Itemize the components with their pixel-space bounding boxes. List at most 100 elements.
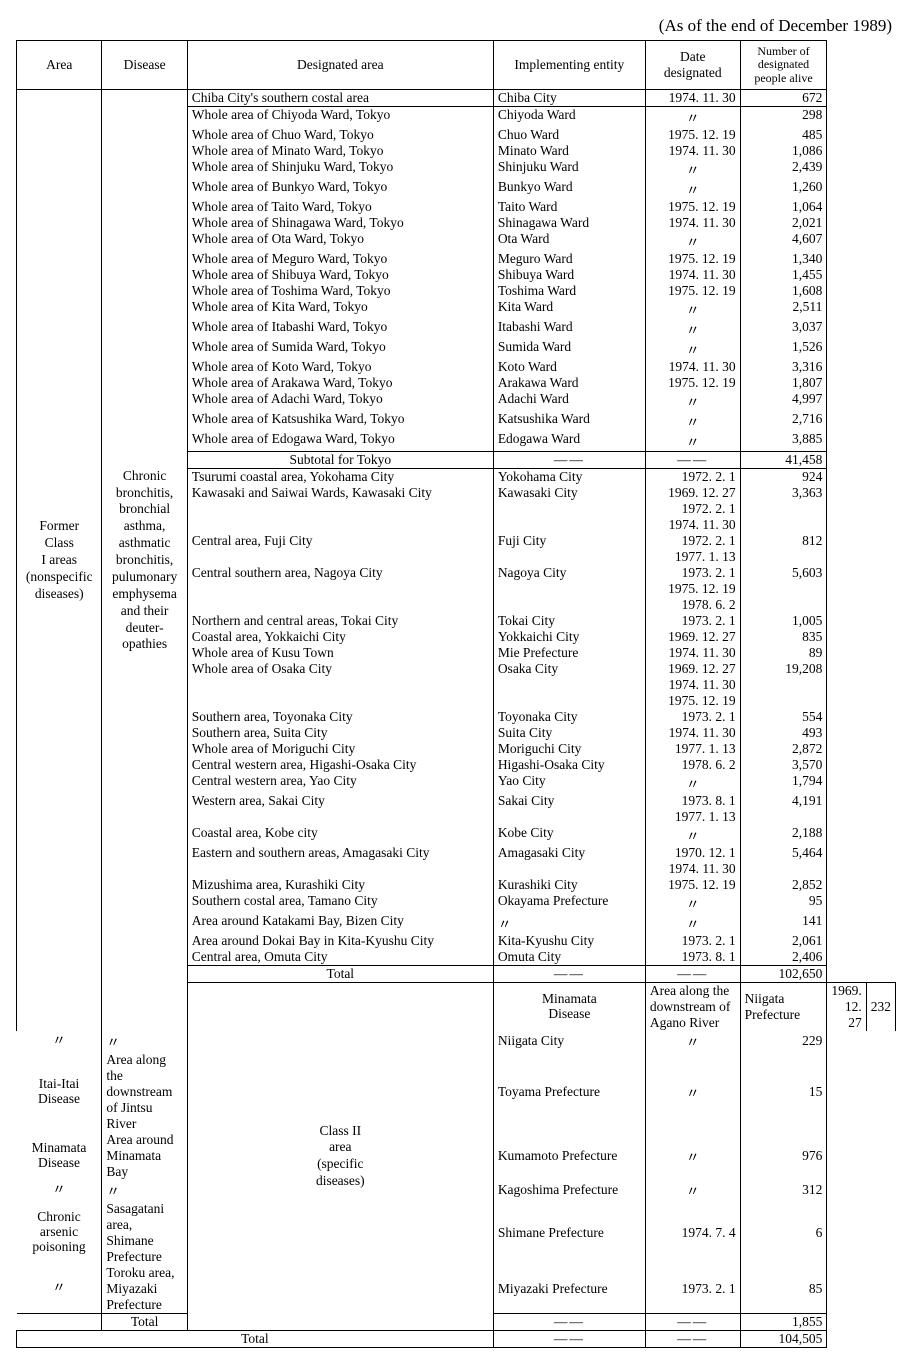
cell-date: 〃 bbox=[645, 319, 740, 339]
grand-total-label: Total bbox=[17, 1330, 494, 1347]
class1-total-count: 102,650 bbox=[740, 966, 827, 983]
cell-entity: Nagoya City bbox=[493, 565, 645, 581]
cell-date: 1974. 11. 30 bbox=[645, 725, 740, 741]
cell-date: 1978. 6. 2 bbox=[645, 757, 740, 773]
cell-date: 1974. 11. 30 bbox=[645, 143, 740, 159]
dash: —— bbox=[493, 1330, 645, 1347]
cell-date: 1974. 11. 30 bbox=[645, 645, 740, 661]
cell-date: 1975. 12. 19 bbox=[645, 251, 740, 267]
asof-caption: (As of the end of December 1989) bbox=[16, 16, 892, 36]
cell-count: 141 bbox=[740, 913, 827, 933]
cell-count: 1,064 bbox=[740, 199, 827, 215]
cell-date: 1969. 12. 27 bbox=[645, 661, 740, 677]
subtotal-label: Subtotal for Tokyo bbox=[187, 452, 493, 469]
cell-entity: Kagoshima Prefecture bbox=[493, 1180, 645, 1201]
cell-area: Eastern and southern areas, Amagasaki Ci… bbox=[187, 845, 493, 861]
cell-date: 〃 bbox=[645, 339, 740, 359]
cell-date: 1969. 12. 27 bbox=[827, 983, 866, 1032]
cell-entity: Shinagawa Ward bbox=[493, 215, 645, 231]
cell-count: 1,260 bbox=[740, 179, 827, 199]
cell-entity: Yao City bbox=[493, 773, 645, 793]
cell-date: 1974. 11. 30 bbox=[645, 517, 740, 533]
cell-entity: Higashi-Osaka City bbox=[493, 757, 645, 773]
cell-entity: Omuta City bbox=[493, 949, 645, 966]
cell-entity: Tokai City bbox=[493, 613, 645, 629]
cell-area: 〃 bbox=[102, 1031, 187, 1052]
cell-date: 1975. 12. 19 bbox=[645, 877, 740, 893]
cell-date: 〃 bbox=[645, 391, 740, 411]
cell-disease: 〃 bbox=[17, 1031, 102, 1052]
cell-count: 4,607 bbox=[740, 231, 827, 251]
cell-date: 1974. 11. 30 bbox=[645, 861, 740, 877]
subtotal-count: 41,458 bbox=[740, 452, 827, 469]
class2-total-count: 1,855 bbox=[740, 1313, 827, 1330]
cell-date: 1973. 2. 1 bbox=[645, 933, 740, 949]
cell-count: 1,005 bbox=[740, 613, 827, 629]
cell-count: 15 bbox=[740, 1052, 827, 1132]
cell-date: 1972. 2. 1 bbox=[645, 501, 740, 517]
cell-entity: Okayama Prefecture bbox=[493, 893, 645, 913]
cell-count: 554 bbox=[740, 709, 827, 725]
cell-area: Central southern area, Nagoya City bbox=[187, 565, 493, 581]
cell-date: 〃 bbox=[645, 299, 740, 319]
cell-count: 1,794 bbox=[740, 773, 827, 793]
cell-disease: MinamataDisease bbox=[493, 983, 645, 1032]
cell-area: Whole area of Shinagawa Ward, Tokyo bbox=[187, 215, 493, 231]
cell-area: Whole area of Shinjuku Ward, Tokyo bbox=[187, 159, 493, 179]
cell-area: Whole area of Adachi Ward, Tokyo bbox=[187, 391, 493, 411]
cell-entity: Kita Ward bbox=[493, 299, 645, 319]
th-entity: Implementing entity bbox=[493, 41, 645, 90]
cell-count: 89 bbox=[740, 645, 827, 661]
dash: —— bbox=[645, 452, 740, 469]
th-disease: Disease bbox=[102, 41, 187, 90]
cell-entity: Kurashiki City bbox=[493, 877, 645, 893]
cell-date: 1972. 2. 1 bbox=[645, 533, 740, 549]
cell-area: Western area, Sakai City bbox=[187, 793, 493, 809]
cell-count: 19,208 bbox=[740, 661, 827, 677]
cell-entity: Katsushika Ward bbox=[493, 411, 645, 431]
cell-date: 1977. 1. 13 bbox=[645, 741, 740, 757]
cell-entity: Osaka City bbox=[493, 661, 645, 677]
cell-count: 672 bbox=[740, 90, 827, 107]
cell-entity: Amagasaki City bbox=[493, 845, 645, 861]
cell-date: 1969. 12. 27 bbox=[645, 629, 740, 645]
cell-entity: Fuji City bbox=[493, 533, 645, 549]
cell-date: 1969. 12. 27 bbox=[645, 485, 740, 501]
cell-area: Area around Minamata Bay bbox=[102, 1132, 187, 1180]
cell-count: 1,340 bbox=[740, 251, 827, 267]
cell-area: Southern area, Suita City bbox=[187, 725, 493, 741]
cell-entity: Bunkyo Ward bbox=[493, 179, 645, 199]
cell-date: 1974. 11. 30 bbox=[645, 359, 740, 375]
cell-area: Whole area of Meguro Ward, Tokyo bbox=[187, 251, 493, 267]
cell-date: 1974. 11. 30 bbox=[645, 90, 740, 107]
cell-date: 1973. 2. 1 bbox=[645, 709, 740, 725]
cell-count: 2,439 bbox=[740, 159, 827, 179]
cell-count: 835 bbox=[740, 629, 827, 645]
cell-area: Sasagatani area, Shimane Prefecture bbox=[102, 1201, 187, 1265]
cell-area: Whole area of Koto Ward, Tokyo bbox=[187, 359, 493, 375]
cell-area: Central area, Omuta City bbox=[187, 949, 493, 966]
cell-date: 1974. 11. 30 bbox=[645, 267, 740, 283]
cell-date: 1975. 12. 19 bbox=[645, 283, 740, 299]
cell-date: 〃 bbox=[645, 179, 740, 199]
cell-entity: Kumamoto Prefecture bbox=[493, 1132, 645, 1180]
cell-count: 485 bbox=[740, 127, 827, 143]
cell-count: 2,188 bbox=[740, 825, 827, 845]
cell-area: Whole area of Taito Ward, Tokyo bbox=[187, 199, 493, 215]
cell-count: 4,191 bbox=[740, 793, 827, 809]
cell-entity: 〃 bbox=[493, 913, 645, 933]
cell-entity: Adachi Ward bbox=[493, 391, 645, 411]
cell-count: 298 bbox=[740, 107, 827, 128]
cell-count: 924 bbox=[740, 469, 827, 486]
cell-area: Whole area of Kusu Town bbox=[187, 645, 493, 661]
cell-date: 〃 bbox=[645, 1052, 740, 1132]
th-area: Area bbox=[17, 41, 102, 90]
cell-area: Northern and central areas, Tokai City bbox=[187, 613, 493, 629]
cell-count: 2,511 bbox=[740, 299, 827, 319]
cell-count: 1,807 bbox=[740, 375, 827, 391]
dash: —— bbox=[645, 966, 740, 983]
cell-count: 4,997 bbox=[740, 391, 827, 411]
cell-area: Whole area of Edogawa Ward, Tokyo bbox=[187, 431, 493, 452]
cell-count: 229 bbox=[740, 1031, 827, 1052]
cell-area: Whole area of Chiyoda Ward, Tokyo bbox=[187, 107, 493, 128]
